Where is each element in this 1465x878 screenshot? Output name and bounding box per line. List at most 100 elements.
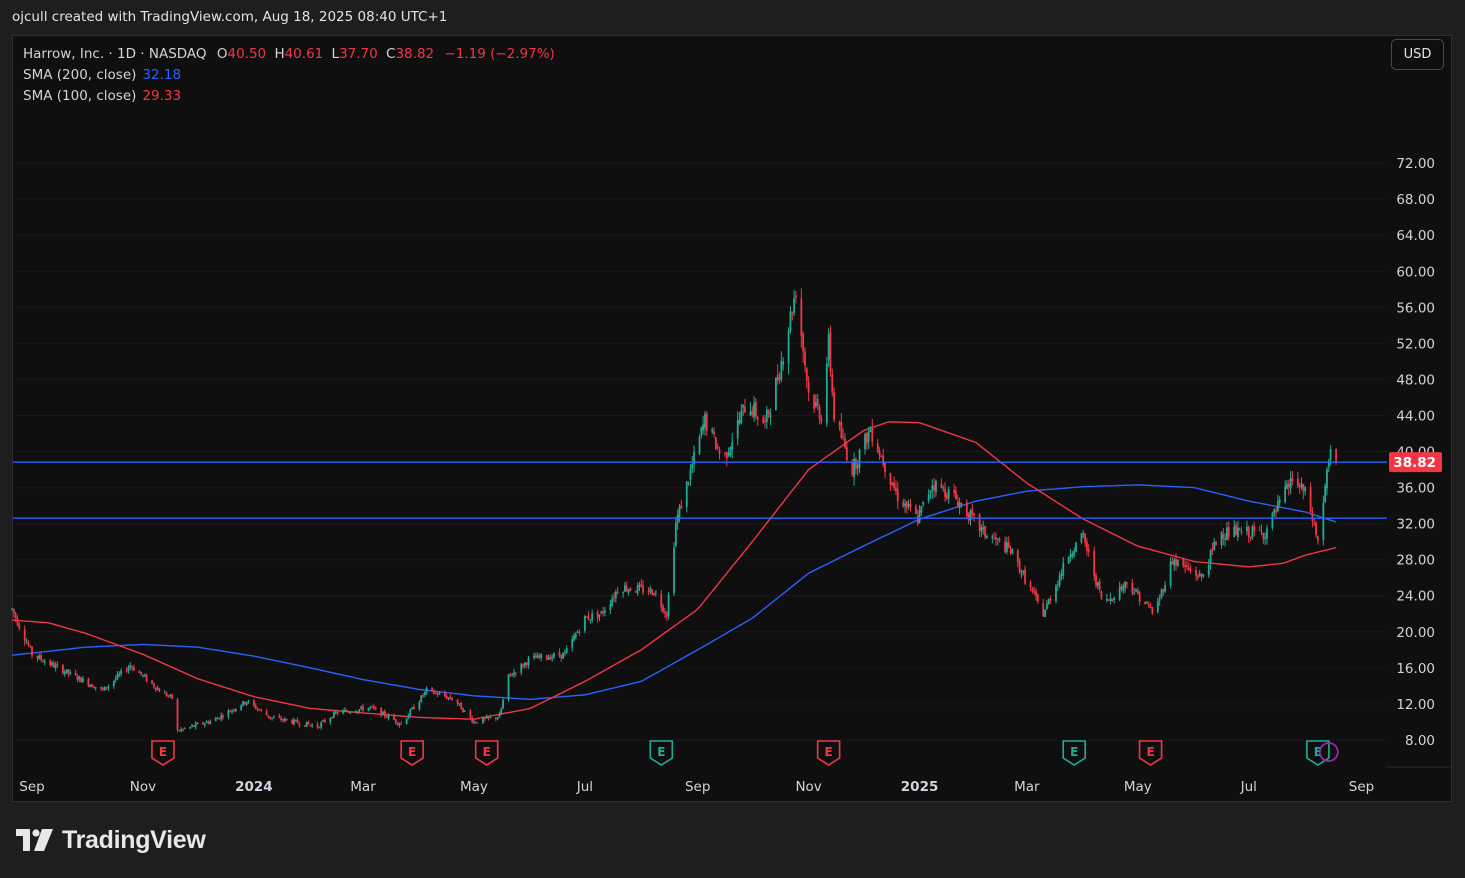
candle-body (31, 646, 33, 656)
candle-body (329, 718, 332, 723)
candle-body (794, 295, 797, 298)
candle-body (724, 453, 726, 455)
candle-body (76, 676, 79, 680)
candle-body (973, 513, 976, 516)
tradingview-logo-icon (16, 829, 53, 851)
candle-body (1022, 570, 1025, 573)
candle-body (80, 677, 83, 683)
candle-body (100, 687, 103, 689)
candle-body (1107, 599, 1110, 601)
candle-body (227, 710, 230, 717)
candle-body (67, 669, 70, 674)
candle-body (545, 655, 548, 659)
candle-body (502, 699, 504, 709)
candle-body (293, 719, 295, 725)
candle-body (1226, 527, 1228, 540)
candle-body (596, 612, 599, 619)
candle-body (1291, 478, 1294, 482)
candle-body (87, 678, 90, 686)
candle-body (818, 407, 821, 419)
candle-body (1276, 501, 1279, 511)
candle-body (1227, 527, 1230, 537)
candle-body (1298, 485, 1301, 487)
candle-body (604, 610, 606, 613)
chart-panel[interactable] (12, 35, 1452, 802)
candle-body (1136, 589, 1139, 594)
candle-body (245, 702, 248, 705)
candle-body (534, 656, 537, 659)
candle-body (947, 489, 950, 499)
y-tick-label: 60.00 (1396, 264, 1435, 280)
candle-body (54, 664, 57, 669)
candle-body (205, 721, 208, 723)
candle-body (1020, 573, 1023, 575)
candle-body (889, 473, 892, 485)
candle-body (916, 515, 919, 524)
candle-body (154, 687, 157, 690)
x-tick-label: Jul (1240, 779, 1257, 795)
candle-body (576, 631, 579, 633)
candle-body (622, 592, 625, 594)
candle-body (944, 488, 946, 498)
candle-body (1158, 598, 1161, 601)
candle-body (574, 634, 577, 638)
candle-body (520, 664, 523, 673)
candle-body (780, 361, 783, 380)
candle-body (744, 406, 746, 413)
candle-body (1271, 513, 1274, 528)
candle-body (476, 722, 479, 724)
candle-body (867, 431, 870, 442)
candle-body (993, 538, 996, 540)
candle-body (738, 420, 741, 424)
candle-body (774, 378, 777, 411)
y-tick-label: 20.00 (1396, 625, 1435, 641)
candle-body (373, 706, 375, 709)
currency-button[interactable]: USD (1391, 39, 1444, 70)
horizontal-lines (13, 461, 1387, 519)
candle-body (334, 711, 337, 713)
candle-body (78, 676, 81, 680)
candle-body (494, 717, 497, 719)
candle-body (336, 711, 339, 714)
candle-body (1106, 598, 1108, 601)
candle-body (638, 584, 641, 587)
candle-body (953, 489, 956, 493)
candle-body (629, 587, 632, 591)
candle-body (291, 720, 293, 724)
candle-body (647, 590, 650, 593)
candle-body (183, 728, 186, 730)
candle-body (107, 686, 110, 689)
legend-sma200-value: 32.18 (142, 67, 182, 83)
candle-body (1138, 592, 1141, 602)
candle-body (1302, 484, 1305, 492)
candle-body (942, 487, 945, 489)
candle-body (82, 678, 84, 683)
earnings-marker-shape (649, 740, 674, 766)
candle-body (1266, 528, 1268, 539)
candle-body (971, 509, 974, 515)
earnings-marker-shape (151, 740, 175, 766)
candle-body (702, 424, 705, 431)
candle-body (736, 420, 739, 439)
candle-body (540, 654, 543, 658)
x-tick-label: 2025 (901, 779, 939, 795)
x-tick-label: 2024 (235, 779, 273, 795)
candle-body (705, 413, 708, 431)
candle-body (120, 670, 123, 674)
candle-body (469, 710, 472, 718)
tradingview-wordmark: TradingView (62, 825, 206, 854)
candle-body (931, 485, 934, 491)
candle-body (765, 409, 768, 423)
legend-sma200-row[interactable]: SMA (200, close) 32.18 (23, 65, 555, 86)
candle-body (158, 688, 161, 692)
candle-body (845, 447, 848, 460)
candle-body (896, 489, 899, 502)
sma100-line (11, 421, 1337, 720)
candle-body (749, 411, 752, 416)
candle-body (1100, 591, 1103, 599)
legend-sma100-row[interactable]: SMA (100, close) 29.33 (23, 86, 555, 107)
tradingview-logo: TradingView (16, 824, 206, 856)
sma200-line (11, 484, 1337, 701)
candle-body (165, 692, 168, 697)
